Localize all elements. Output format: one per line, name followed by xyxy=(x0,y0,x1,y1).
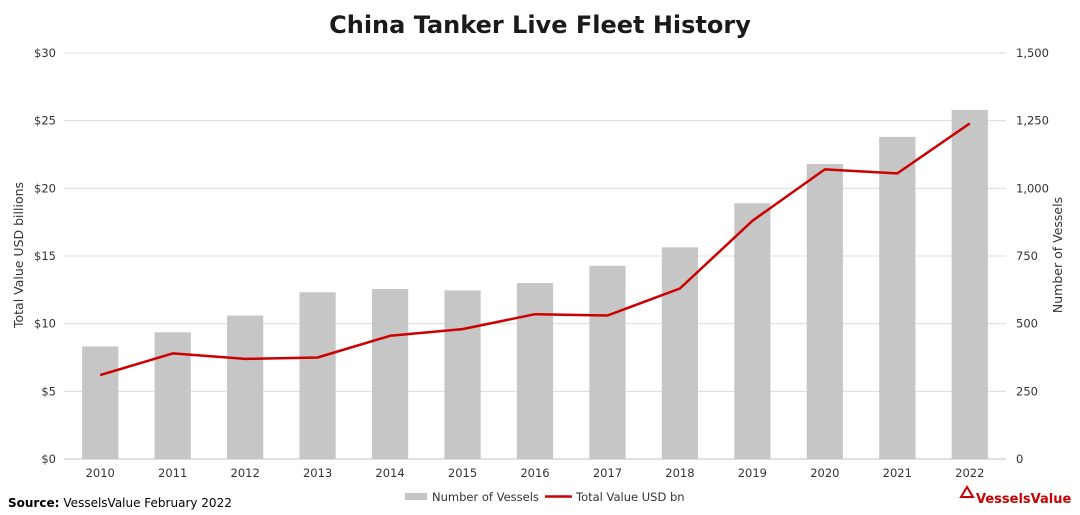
bar xyxy=(661,247,699,459)
y-left-tick-label: $10 xyxy=(34,317,56,331)
legend-label-vessels: Number of Vessels xyxy=(432,490,539,504)
y-right-tick-label: 1,500 xyxy=(1016,46,1049,60)
logo-triangle-icon xyxy=(959,485,975,498)
y-left-tick-label: $30 xyxy=(34,46,56,60)
x-tick-label: 2021 xyxy=(883,466,912,480)
x-tick-label: 2015 xyxy=(448,466,477,480)
x-tick-label: 2022 xyxy=(955,466,984,480)
y-right-tick-label: 1,000 xyxy=(1016,181,1049,195)
bar xyxy=(879,136,916,459)
source-note: Source: VesselsValue February 2022 xyxy=(8,496,232,510)
bar xyxy=(444,290,481,459)
x-tick-label: 2017 xyxy=(593,466,622,480)
bar xyxy=(734,203,771,459)
y-right-tick-label: 500 xyxy=(1016,317,1038,331)
x-tick-label: 2013 xyxy=(303,466,332,480)
x-tick-label: 2014 xyxy=(375,466,404,480)
x-tick-label: 2020 xyxy=(810,466,839,480)
y-axis-right-title: Number of Vessels xyxy=(1050,197,1065,313)
bar xyxy=(951,109,988,459)
bar xyxy=(806,163,843,459)
bar xyxy=(299,292,336,459)
vesselsvalue-logo: VesselsValue xyxy=(959,485,1071,507)
y-axis-left: $0 $5 $10 $15 $20 $25 $30 xyxy=(34,46,56,466)
y-right-tick-label: 0 xyxy=(1016,452,1023,466)
y-left-tick-label: $15 xyxy=(34,249,56,263)
bar xyxy=(154,332,191,459)
y-left-tick-label: $25 xyxy=(34,114,56,128)
x-tick-label: 2019 xyxy=(738,466,767,480)
bar xyxy=(516,283,554,459)
y-left-tick-label: $20 xyxy=(34,181,56,195)
legend: Number of Vessels Total Value USD bn xyxy=(405,490,685,504)
y-axis-right: 0 250 500 750 1,000 1,250 1,500 xyxy=(1016,46,1049,466)
chart-title: China Tanker Live Fleet History xyxy=(329,11,751,39)
bar xyxy=(227,315,264,459)
x-tick-label: 2018 xyxy=(665,466,694,480)
legend-swatch-vessels xyxy=(405,493,427,500)
y-right-tick-label: 250 xyxy=(1016,384,1038,398)
bar xyxy=(371,289,409,459)
x-tick-label: 2012 xyxy=(231,466,260,480)
y-right-tick-label: 750 xyxy=(1016,249,1038,263)
y-axis-left-title: Total Value USD billions xyxy=(11,182,26,329)
source-text: VesselsValue February 2022 xyxy=(63,496,231,510)
x-tick-label: 2011 xyxy=(158,466,187,480)
y-right-tick-label: 1,250 xyxy=(1016,114,1049,128)
y-left-tick-label: $5 xyxy=(41,384,56,398)
value-line-layer xyxy=(99,122,971,377)
bars xyxy=(82,109,988,459)
logo-text: VesselsValue xyxy=(976,492,1071,507)
legend-label-value: Total Value USD bn xyxy=(575,490,685,504)
bar xyxy=(82,346,119,459)
x-axis: 2010 2011 2012 2013 2014 2015 2016 2017 2018 2019… xyxy=(86,466,985,480)
bar xyxy=(589,265,626,459)
source-label: Source: xyxy=(8,496,59,510)
y-left-tick-label: $0 xyxy=(41,452,56,466)
x-tick-label: 2016 xyxy=(520,466,549,480)
x-tick-label: 2010 xyxy=(86,466,115,480)
